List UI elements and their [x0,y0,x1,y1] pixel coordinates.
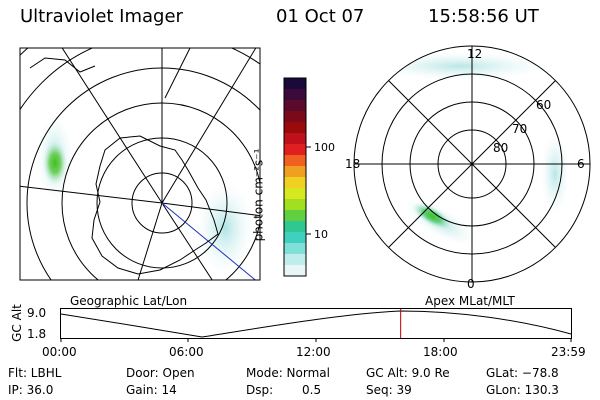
colorbar-stripe [284,100,306,112]
mlat-label-80: 80 [493,141,509,155]
colorbar-stripe [284,210,306,222]
altitude-ytick-9: 9.0 [27,306,47,320]
glon-info: GLon: 130.3 [486,383,559,397]
aurora-glow-dawn [541,134,569,214]
map-border [19,47,261,281]
colorbar-unit-label: photon cm⁻²s⁻¹ [251,148,266,242]
mlt-label-12: 12 [467,47,483,61]
altitude-xtick-1800: 18:00 [423,345,458,359]
altitude-curve [60,310,572,338]
geographic-map [19,47,261,281]
continent-outline [91,135,219,275]
color-scale-bar [283,77,311,277]
color-scale-stripes [284,78,306,277]
colorbar-tick-10: 10 [314,228,328,241]
colorbar-stripe [284,232,306,244]
mlt-label-0: 0 [467,277,475,291]
altitude-xtick-0000: 00:00 [42,345,77,359]
mlat-label-70: 70 [512,122,528,136]
altitude-ytick-1-8: 1.8 [27,327,47,341]
colorbar-stripe [284,89,306,101]
colorbar-stripe [284,177,306,189]
filter-info: Flt: LBHL [8,366,62,380]
seq-info: Seq: 39 [366,383,412,397]
altitude-xtick-1200: 12:00 [296,345,331,359]
colorbar-stripe [284,199,306,211]
aurora-bright-region [43,141,67,185]
gain-info: Gain: 14 [126,383,177,397]
terminator-line [161,202,257,280]
aurora-bright-region-night [412,202,452,230]
colorbar-stripe [284,111,306,123]
magnetic-polar-plot [353,45,591,283]
colorbar-stripe [284,155,306,167]
colorbar-stripe [284,243,306,255]
time-label: 15:58:56 UT [428,6,539,27]
dsp-value: 0.5 [302,383,322,397]
date-label: 01 Oct 07 [276,6,365,27]
glat-info: GLat: −78.8 [486,366,559,380]
colorbar-stripe [284,133,306,145]
altitude-xtick-0600: 06:00 [169,345,204,359]
mode-info: Mode: Normal [246,366,330,380]
ip-info: IP: 36.0 [8,383,54,397]
colorbar-stripe [284,188,306,200]
altitude-plot [60,308,572,342]
altitude-xtick-2359: 23:59 [551,345,586,359]
altitude-ylabel: GC Alt [9,304,24,342]
colorbar-stripe [284,254,306,266]
aurora-dayside-glow [370,52,550,80]
colorbar-stripe [284,144,306,156]
colorbar-stripe [284,122,306,134]
aurora-glow-east [197,183,253,273]
magnetic-caption: Apex MLat/MLT [425,294,515,308]
mlat-label-60: 60 [536,98,552,112]
door-info: Door: Open [126,366,195,380]
colorbar-tick-100: 100 [314,141,335,154]
colorbar-stripe [284,221,306,233]
colorbar-stripe [284,78,306,90]
gc-alt-info: GC Alt: 9.0 Re [366,366,450,380]
dsp-label: Dsp: [246,383,274,397]
geographic-caption: Geographic Lat/Lon [70,294,188,308]
instrument-title: Ultraviolet Imager [20,6,183,27]
mlt-label-6: 6 [577,157,585,171]
mlt-label-18: 18 [345,157,361,171]
colorbar-stripe [284,265,306,277]
colorbar-stripe [284,166,306,178]
